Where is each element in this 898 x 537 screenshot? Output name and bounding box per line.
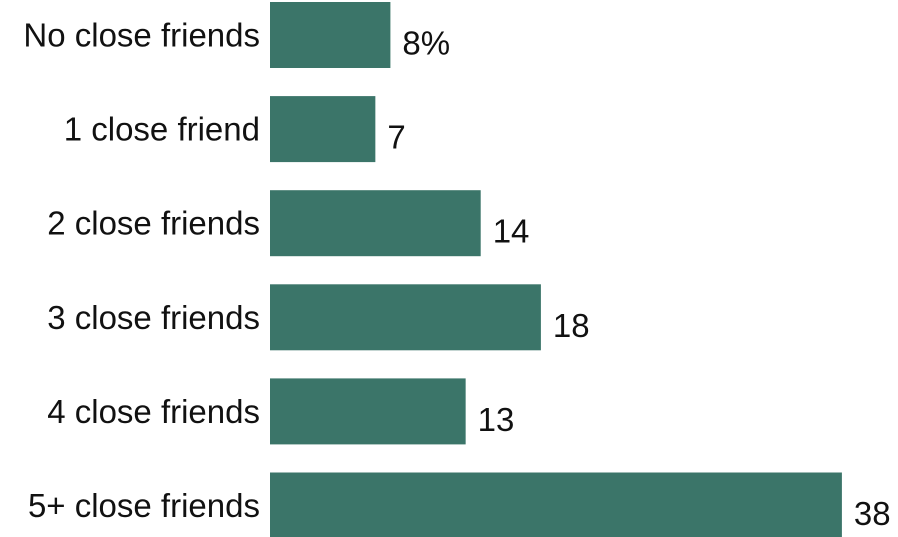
category-label: 1 close friend [64, 111, 260, 148]
bars-layer [270, 2, 842, 537]
category-label: 4 close friends [47, 393, 260, 430]
value-label: 14 [493, 213, 530, 250]
category-labels: No close friends 1 close friend 2 close fr… [23, 17, 260, 525]
bar [270, 2, 391, 68]
category-label: No close friends [23, 17, 260, 54]
value-label: 13 [478, 401, 515, 438]
category-label: 2 close friends [47, 205, 260, 242]
category-label: 5+ close friends [28, 487, 260, 524]
bar [270, 190, 481, 257]
value-label: 18 [553, 307, 590, 344]
bar [270, 378, 466, 445]
value-labels: 8% 7 14 18 13 38 [387, 25, 890, 533]
value-label: 38 [854, 495, 891, 532]
value-label: 8% [402, 25, 450, 62]
bar [270, 96, 376, 163]
category-label: 3 close friends [47, 299, 260, 336]
value-label: 7 [387, 119, 405, 156]
bar [270, 284, 541, 351]
bar [270, 472, 842, 537]
